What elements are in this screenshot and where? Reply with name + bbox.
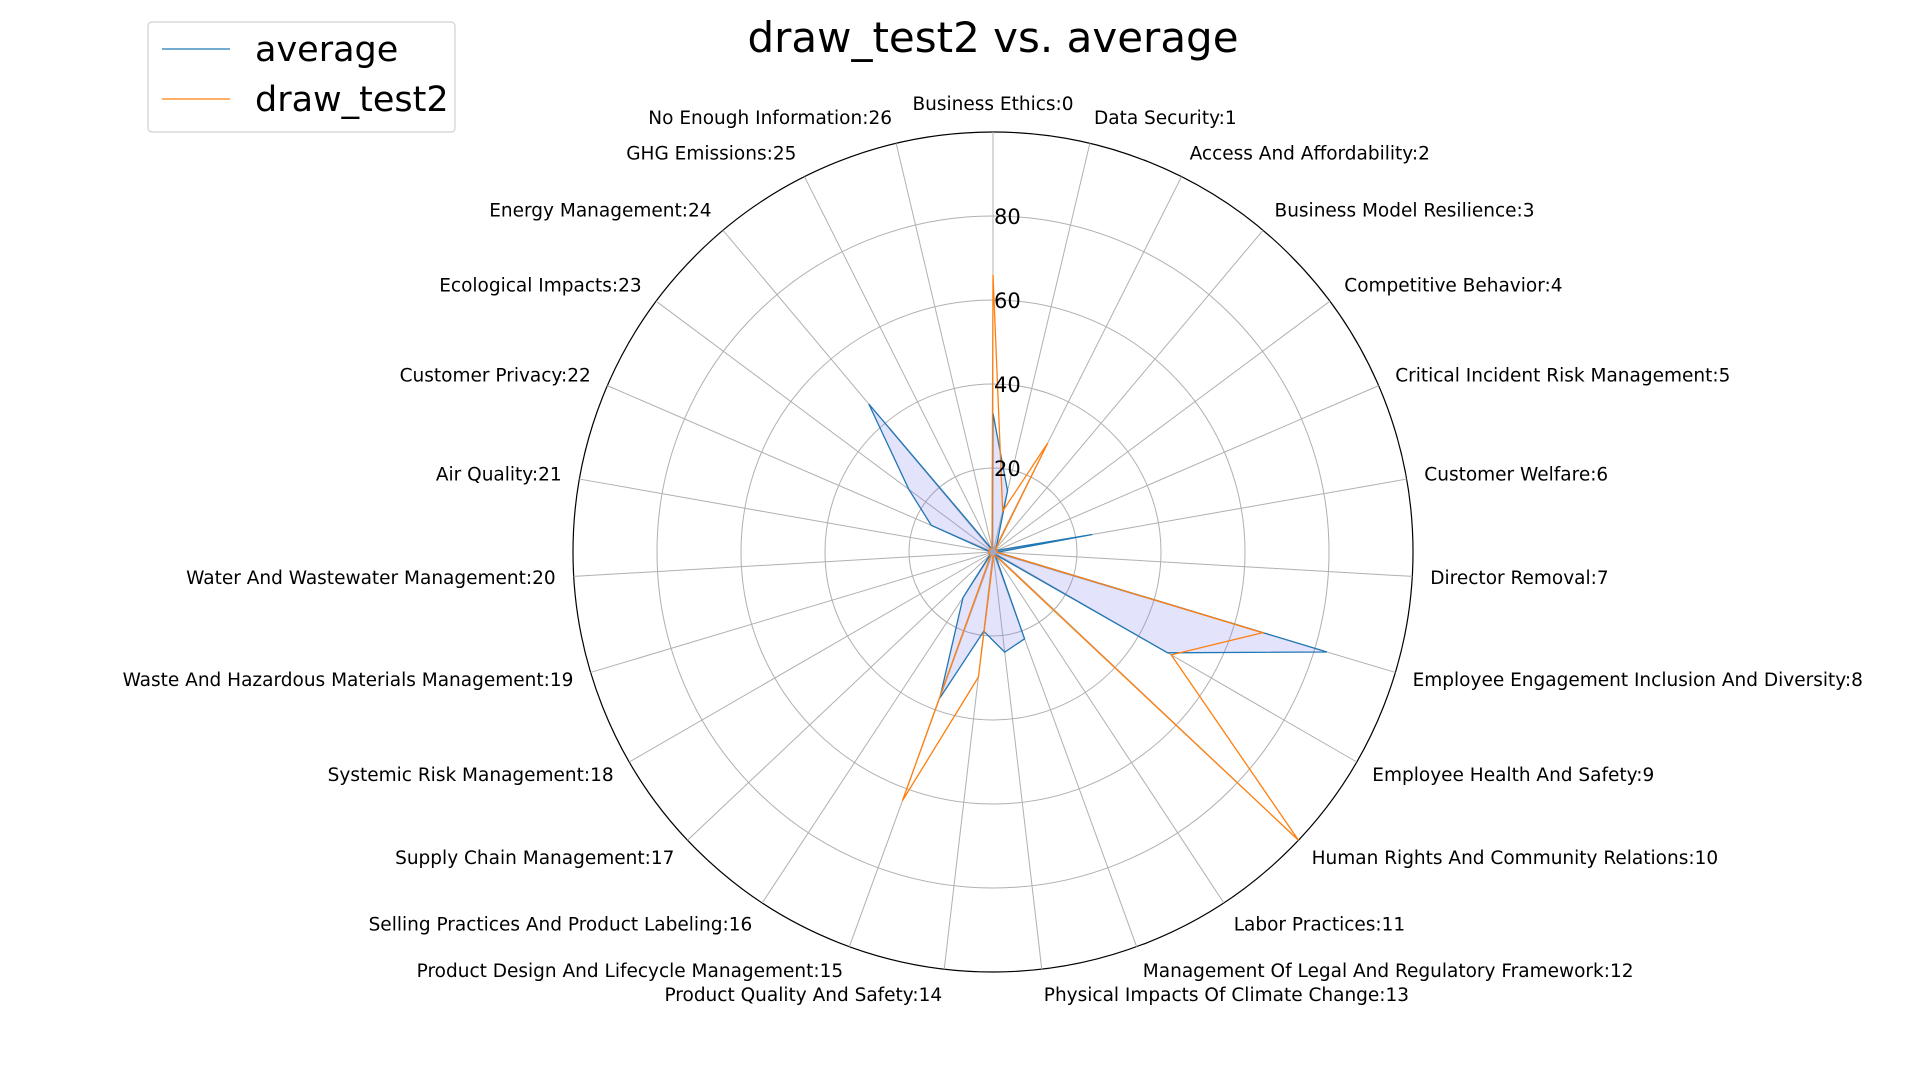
category-label-3: Business Model Resilience:3 (1275, 200, 1535, 221)
spoke-4 (992, 300, 1331, 553)
category-label-0: Business Ethics:0 (912, 94, 1073, 115)
category-label-17: Supply Chain Management:17 (395, 848, 674, 869)
series-fill-average (868, 404, 1327, 699)
spoke-3 (992, 229, 1264, 553)
category-label-14: Product Quality And Safety:14 (664, 985, 942, 1006)
spoke-1 (992, 143, 1091, 553)
spoke-11 (992, 551, 1225, 904)
category-label-19: Waste And Hazardous Materials Management… (123, 670, 574, 691)
spoke-5 (992, 385, 1379, 553)
spoke-17 (687, 551, 994, 841)
category-label-10: Human Rights And Community Relations:10 (1312, 848, 1719, 869)
category-label-2: Access And Affordability:2 (1190, 143, 1430, 164)
spoke-18 (629, 551, 994, 763)
rtick-20: 20 (994, 457, 1021, 481)
category-label-11: Labor Practices:11 (1234, 915, 1406, 936)
rtick-40: 40 (994, 373, 1021, 397)
spoke-26 (895, 143, 994, 553)
category-label-25: GHG Emissions:25 (626, 143, 796, 164)
legend-label-average: average (255, 30, 398, 70)
spoke-19 (590, 551, 994, 673)
spoke-22 (607, 385, 994, 553)
legend-label-draw-test2: draw_test2 (255, 80, 449, 120)
category-label-5: Critical Incident Risk Management:5 (1395, 365, 1730, 386)
spoke-23 (655, 300, 994, 553)
category-label-18: Systemic Risk Management:18 (328, 765, 614, 786)
spoke-7 (992, 551, 1413, 577)
category-label-16: Selling Practices And Product Labeling:1… (369, 915, 753, 936)
category-label-4: Competitive Behavior:4 (1344, 276, 1562, 297)
category-label-20: Water And Wastewater Management:20 (186, 568, 556, 589)
category-label-21: Air Quality:21 (436, 465, 562, 486)
series-layer (868, 274, 1328, 841)
spoke-21 (579, 478, 994, 553)
spoke-13 (992, 551, 1043, 970)
category-labels: Business Ethics:0 Data Security:1 Access A… (123, 94, 1863, 1006)
category-label-15: Product Design And Lifecycle Management:… (417, 961, 844, 982)
category-label-6: Customer Welfare:6 (1424, 465, 1608, 486)
spoke-25 (804, 176, 994, 553)
category-label-26: No Enough Information:26 (648, 108, 892, 129)
rtick-60: 60 (994, 289, 1021, 313)
category-label-9: Employee Health And Safety:9 (1372, 765, 1654, 786)
category-label-22: Customer Privacy:22 (400, 365, 591, 386)
rtick-80: 80 (994, 205, 1021, 229)
legend: average draw_test2 (147, 21, 456, 133)
category-label-23: Ecological Impacts:23 (439, 276, 641, 297)
series-line-average (868, 403, 1328, 699)
category-label-1: Data Security:1 (1094, 108, 1237, 129)
category-label-24: Energy Management:24 (489, 200, 711, 221)
category-label-7: Director Removal:7 (1430, 568, 1608, 589)
spoke-16 (761, 551, 994, 904)
category-label-12: Management Of Legal And Regulatory Frame… (1143, 961, 1634, 982)
spoke-20 (573, 551, 994, 577)
series-line-draw-test2 (901, 274, 1300, 841)
category-label-8: Employee Engagement Inclusion And Divers… (1413, 670, 1863, 691)
chart-title: draw_test2 vs. average (747, 13, 1238, 62)
radial-ticks: 20 40 60 80 (994, 205, 1021, 481)
category-label-13: Physical Impacts Of Climate Change:13 (1044, 985, 1409, 1006)
